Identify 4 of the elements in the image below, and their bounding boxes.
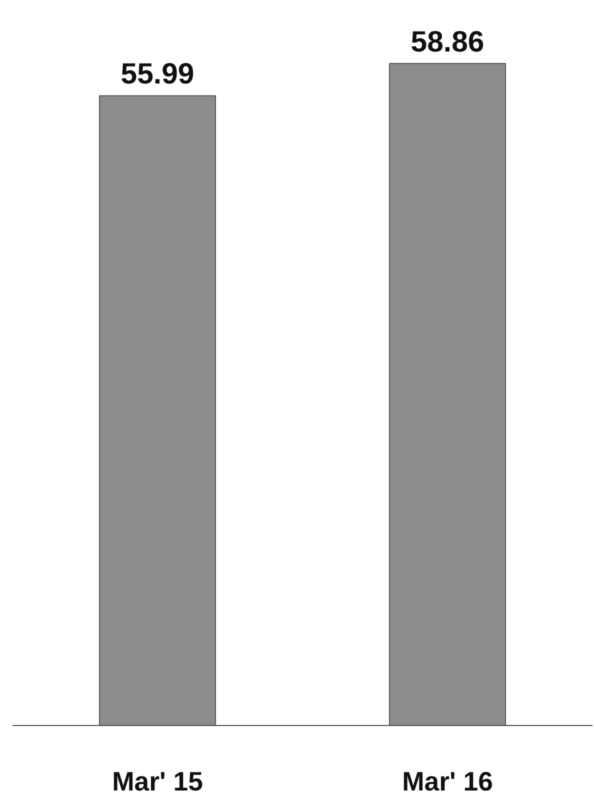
x-tick-label: Mar' 15 [112, 766, 204, 796]
data-label: 58.86 [410, 25, 484, 58]
data-label: 55.99 [120, 58, 194, 91]
x-tick-label: Mar' 16 [402, 766, 493, 796]
